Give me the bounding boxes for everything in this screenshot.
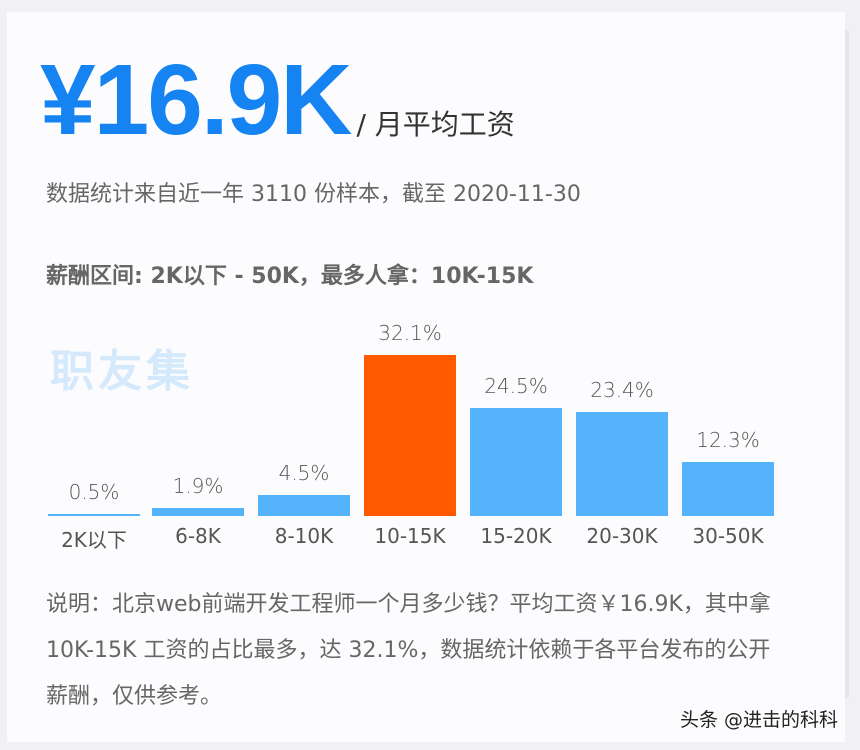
source-attribution: 头条 @进击的科科 [679,709,838,731]
sample-info: 数据统计来自近一年 3110 份样本，截至 2020-11-30 [46,182,581,207]
headline: ¥16.9K / 月平均工资 [40,50,515,150]
salary-unit: / 月平均工资 [356,108,515,141]
salary-range: 薪酬区间: 2K以下 - 50K，最多人拿：10K-15K [46,264,534,289]
watermark-logo: 职友集 [50,346,194,397]
description-note: 说明：北京web前端开发工程师一个月多少钱？平均工资￥16.9K，其中拿 10K… [46,592,771,709]
scrollbar[interactable] [845,30,849,698]
average-salary: ¥16.9K [40,44,352,156]
